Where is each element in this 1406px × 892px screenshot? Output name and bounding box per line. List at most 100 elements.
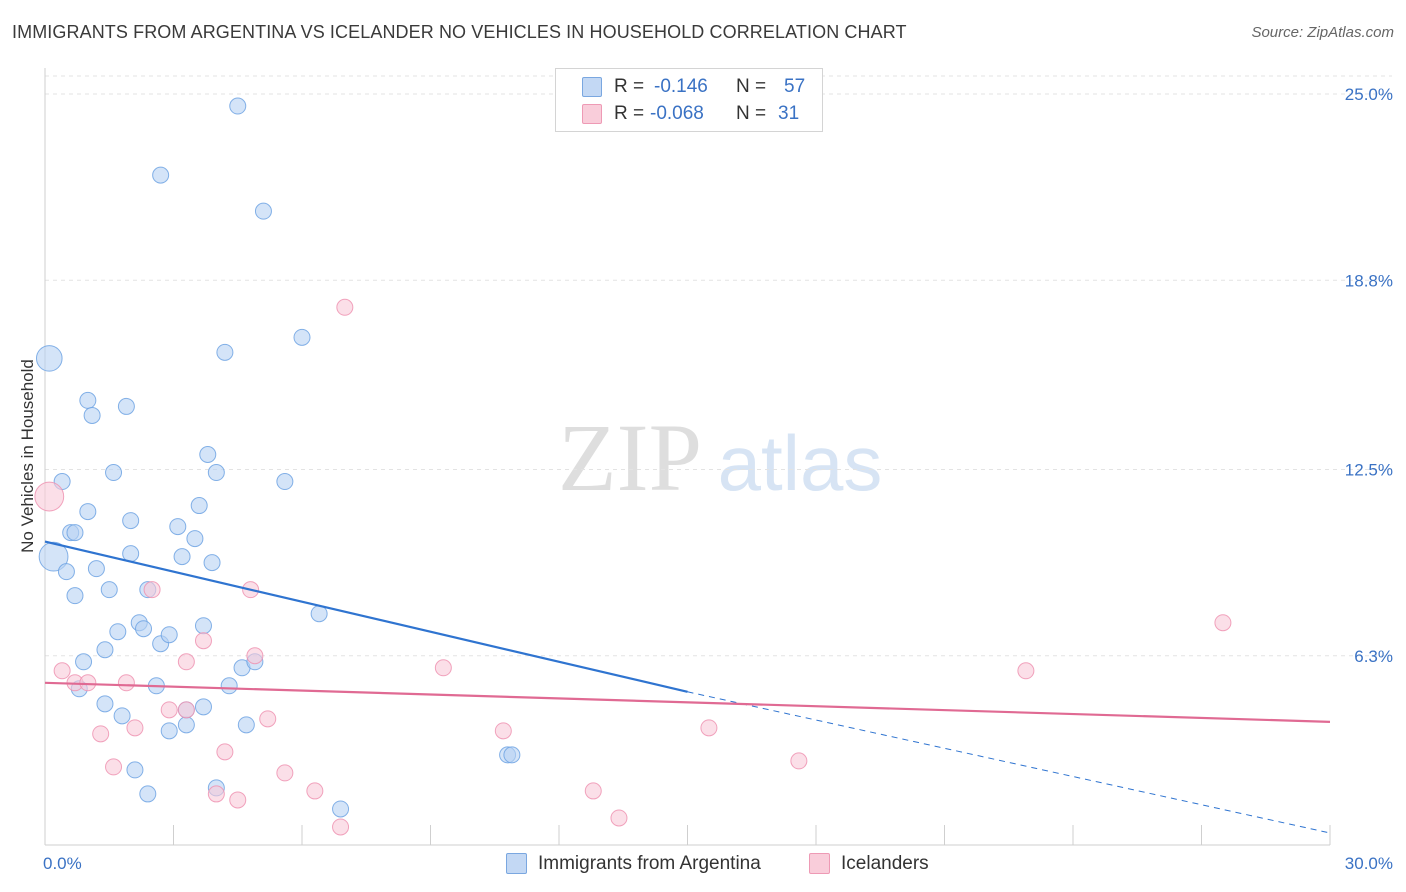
icelander-point	[246, 647, 264, 665]
argentina-point	[254, 202, 272, 220]
argentina-point	[35, 345, 63, 372]
icelander-point	[79, 674, 97, 692]
legend-swatch-argentina	[506, 853, 527, 874]
icelander-point	[494, 722, 512, 740]
argentina-point	[237, 716, 255, 734]
argentina-point	[216, 343, 234, 361]
argentina-point	[332, 800, 350, 818]
argentina-point	[190, 497, 208, 515]
stats-n-label: N =	[736, 103, 767, 124]
argentina-point	[87, 560, 105, 578]
argentina-point	[105, 464, 123, 482]
icelander-point	[105, 758, 123, 776]
grid	[45, 75, 1392, 657]
y-tick-label: 25.0%	[1345, 85, 1393, 104]
icelander-point	[117, 674, 135, 692]
argentina-point	[160, 626, 178, 644]
icelander-point	[700, 719, 718, 737]
icelander-point	[790, 752, 808, 770]
series-argentina-points	[35, 97, 521, 818]
icelander-point	[1017, 662, 1035, 680]
icelander-trend-line	[44, 681, 1331, 723]
axes	[44, 68, 1331, 846]
argentina-point	[177, 716, 195, 734]
chart-title: IMMIGRANTS FROM ARGENTINA VS ICELANDER N…	[12, 22, 907, 42]
icelander-point	[126, 719, 144, 737]
argentina-point	[173, 548, 191, 566]
argentina-point	[293, 328, 311, 346]
icelander-point	[53, 662, 71, 680]
argentina-point	[113, 707, 131, 725]
argentina-trend-line	[44, 540, 688, 693]
argentina-point	[96, 641, 114, 659]
y-tick-label: 12.5%	[1345, 461, 1393, 480]
icelander-point	[177, 701, 195, 719]
argentina-point	[169, 518, 187, 536]
icelander-point	[92, 725, 110, 743]
stats-r-value: -0.068	[650, 103, 704, 124]
x-tick-label: 30.0%	[1345, 854, 1393, 873]
trend-lines	[44, 540, 1331, 834]
argentina-point	[220, 677, 238, 695]
watermark-atlas: atlas	[718, 419, 883, 507]
argentina-point	[186, 530, 204, 548]
y-axis-label: No Vehicles in Household	[18, 359, 37, 553]
icelander-point	[259, 710, 277, 728]
argentina-point	[122, 512, 140, 530]
stats-swatch-argentina	[582, 77, 602, 97]
icelander-point	[216, 743, 234, 761]
icelander-point	[434, 659, 452, 677]
argentina-point	[229, 97, 247, 115]
series-icelanders-points	[34, 298, 1232, 836]
argentina-point	[66, 587, 84, 605]
watermark: ZIP atlas	[558, 404, 882, 511]
argentina-point	[38, 541, 69, 572]
argentina-point	[199, 445, 217, 463]
argentina-point	[96, 695, 114, 713]
icelander-point	[207, 785, 225, 803]
stats-r-value: -0.146	[654, 76, 708, 97]
icelander-point	[332, 818, 350, 836]
icelander-point	[1214, 614, 1232, 632]
icelander-point	[160, 701, 178, 719]
argentina-point	[79, 503, 97, 521]
argentina-point	[126, 761, 144, 779]
argentina-point	[160, 722, 178, 740]
argentina-point	[79, 391, 97, 409]
icelander-point	[584, 782, 602, 800]
icelander-point	[177, 653, 195, 671]
argentina-point	[57, 563, 75, 581]
y-tick-label: 6.3%	[1354, 647, 1393, 666]
legend-swatch-icelanders	[809, 853, 830, 874]
x-tick-label: 0.0%	[43, 854, 82, 873]
argentina-point	[194, 617, 212, 635]
icelander-point	[336, 298, 354, 316]
icelander-point	[610, 809, 628, 827]
argentina-point	[100, 581, 118, 599]
watermark-zip: ZIP	[558, 404, 702, 511]
argentina-point	[117, 397, 135, 415]
icelander-point	[194, 632, 212, 650]
argentina-point	[503, 746, 521, 764]
legend-label-argentina: Immigrants from Argentina	[538, 853, 761, 874]
argentina-point	[203, 554, 221, 572]
tick-labels: 6.3% 12.5% 18.8% 25.0% 0.0% 30.0%	[43, 85, 1393, 873]
argentina-point	[109, 623, 127, 641]
argentina-point	[207, 464, 225, 482]
argentina-point	[276, 473, 294, 491]
argentina-point	[139, 785, 157, 803]
argentina-point	[194, 698, 212, 716]
stats-swatch-icelanders	[582, 104, 602, 124]
argentina-point	[135, 620, 153, 638]
icelander-point	[276, 764, 294, 782]
stats-legend: R = -0.146 N = 57 R = -0.068 N = 31	[555, 68, 823, 132]
source-label: Source: ZipAtlas.com	[1251, 24, 1394, 41]
y-tick-label: 18.8%	[1345, 271, 1393, 290]
stats-r-label: R =	[614, 103, 645, 124]
icelander-point	[34, 481, 65, 512]
icelander-point	[229, 791, 247, 809]
stats-n-label: N =	[736, 76, 767, 97]
icelander-point	[143, 581, 161, 599]
icelander-point	[306, 782, 324, 800]
